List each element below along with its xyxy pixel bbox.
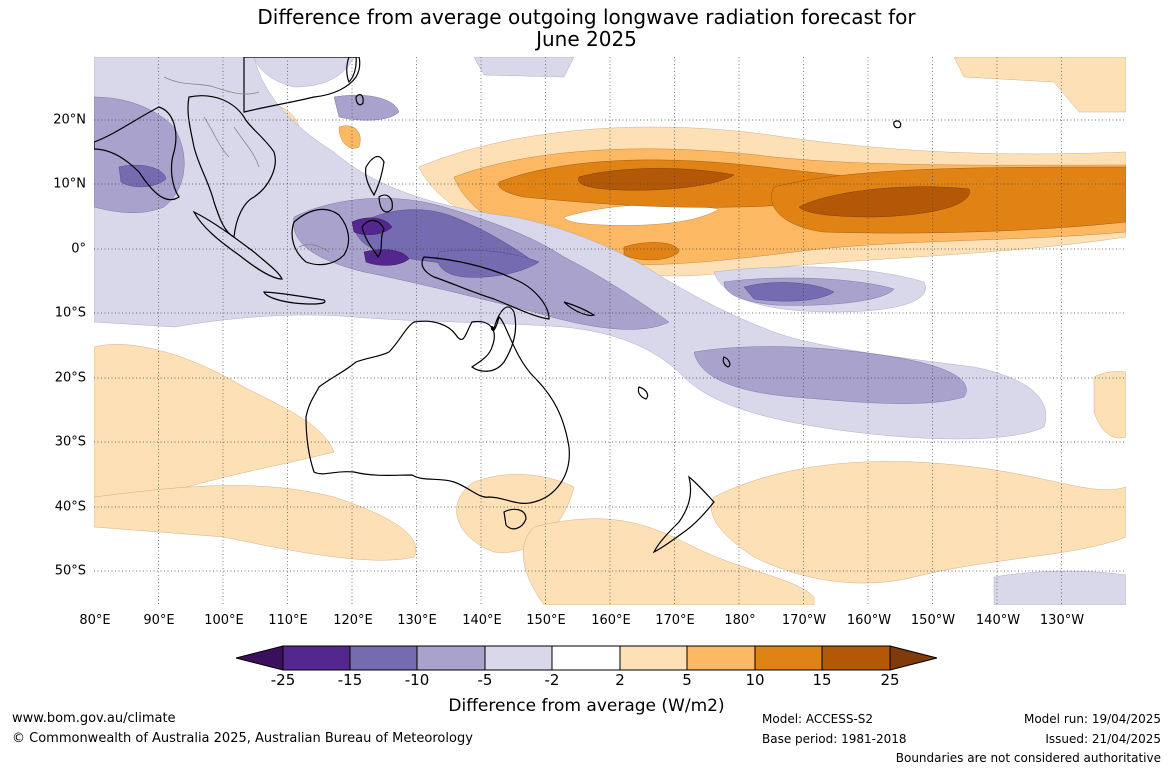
model-run-date: Model run: 19/04/2025 bbox=[1023, 712, 1161, 726]
colorbar-tick: -15 bbox=[337, 671, 363, 689]
colorbar-title: Difference from average (W/m2) bbox=[448, 696, 725, 716]
lon-label: 90°E bbox=[143, 613, 175, 628]
colorbar-tick: 15 bbox=[812, 671, 832, 689]
colorbar-swatch bbox=[349, 645, 418, 671]
lat-label: 10°N bbox=[53, 176, 86, 192]
model-name: Model: ACCESS-S2 bbox=[762, 712, 874, 726]
lat-label: 50°S bbox=[54, 563, 86, 579]
boundaries-disclaimer: Boundaries are not considered authoritat… bbox=[895, 751, 1161, 765]
map-title-line2: June 2025 bbox=[536, 27, 637, 51]
lon-label: 100°E bbox=[204, 613, 244, 628]
colorbar-tick: 25 bbox=[880, 671, 900, 689]
colorbar-swatch bbox=[235, 645, 284, 671]
lon-label: 130°E bbox=[397, 613, 437, 628]
lat-label: 0° bbox=[71, 241, 86, 257]
lat-label: 40°S bbox=[54, 499, 86, 515]
colorbar-swatch bbox=[282, 645, 351, 671]
lon-label: 110°E bbox=[268, 613, 308, 628]
lon-label: 140°W bbox=[975, 613, 1021, 628]
lat-label: 30°S bbox=[54, 434, 86, 450]
lon-label: 160°W bbox=[846, 613, 892, 628]
lat-label: 20°N bbox=[53, 112, 86, 128]
lon-label: 170°W bbox=[781, 613, 827, 628]
lon-label: 180° bbox=[724, 613, 756, 628]
base-period: Base period: 1981-2018 bbox=[762, 732, 907, 746]
colorbar-swatch bbox=[551, 645, 621, 671]
colorbar-swatch bbox=[821, 645, 891, 671]
colorbar-tick: -5 bbox=[477, 671, 493, 689]
anomaly-darkest-orange-regions bbox=[578, 168, 970, 218]
lon-label: 150°E bbox=[526, 613, 566, 628]
country-borders bbox=[163, 76, 330, 253]
colorbar-tick: 5 bbox=[682, 671, 692, 689]
lon-label: 140°E bbox=[462, 613, 502, 628]
lon-label: 170°E bbox=[655, 613, 695, 628]
colorbar-swatch bbox=[686, 645, 756, 671]
colorbar-tick: -2 bbox=[544, 671, 560, 689]
olr-anomaly-map bbox=[94, 57, 1126, 605]
colorbar-swatch bbox=[889, 645, 938, 671]
lon-label: 120°E bbox=[333, 613, 373, 628]
issued-date: Issued: 21/04/2025 bbox=[1045, 732, 1161, 746]
lon-label: 150°W bbox=[910, 613, 956, 628]
lon-label: 80°E bbox=[79, 613, 111, 628]
colorbar-tick: 2 bbox=[615, 671, 625, 689]
lat-label: 10°S bbox=[54, 305, 86, 321]
lon-label: 160°E bbox=[591, 613, 631, 628]
website-link[interactable]: www.bom.gov.au/climate bbox=[12, 711, 176, 726]
colorbar-swatch bbox=[416, 645, 486, 671]
colorbar-swatch bbox=[754, 645, 823, 671]
map-title-line1: Difference from average outgoing longwav… bbox=[257, 5, 916, 29]
colorbar bbox=[235, 645, 938, 671]
colorbar-swatch bbox=[619, 645, 688, 671]
coastlines bbox=[94, 57, 902, 554]
lat-label: 20°S bbox=[54, 370, 86, 386]
copyright-text: © Commonwealth of Australia 2025, Austra… bbox=[12, 731, 473, 746]
colorbar-tick: -25 bbox=[270, 671, 296, 689]
colorbar-tick: -10 bbox=[404, 671, 430, 689]
lon-label: 130°W bbox=[1039, 613, 1085, 628]
graticule bbox=[94, 57, 1126, 605]
colorbar-swatch bbox=[484, 645, 553, 671]
colorbar-tick: 10 bbox=[745, 671, 765, 689]
